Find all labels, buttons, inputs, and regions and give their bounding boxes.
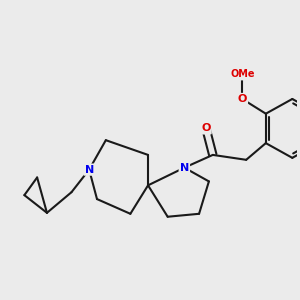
- Text: N: N: [180, 163, 189, 173]
- Text: O: O: [238, 94, 247, 104]
- Text: N: N: [85, 165, 94, 175]
- Text: OMe: OMe: [230, 69, 254, 80]
- Text: O: O: [201, 123, 211, 134]
